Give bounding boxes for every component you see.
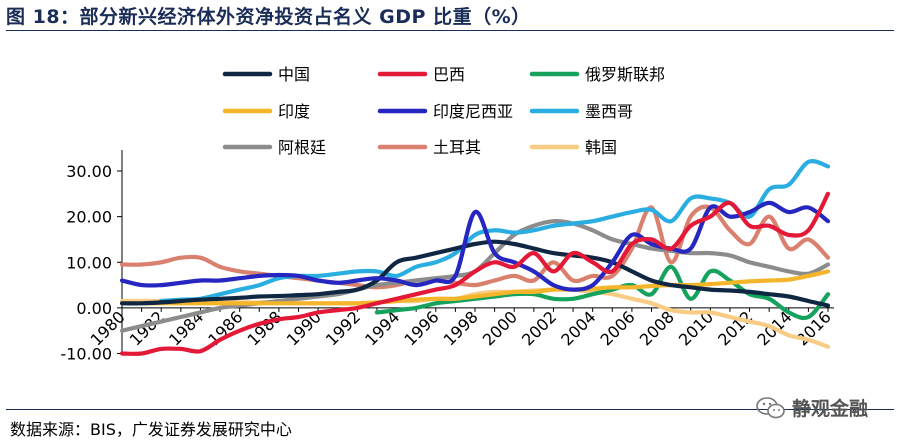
chart-title: 图 18：部分新兴经济体外资净投资占名义 GDP 比重（%） — [6, 6, 531, 28]
legend-label-0: 中国 — [278, 65, 310, 84]
x-tick-label: 2002 — [518, 307, 560, 349]
legend-label-6: 阿根廷 — [278, 138, 326, 157]
y-tick-label: 10.00 — [66, 253, 112, 272]
legend-label-5: 墨西哥 — [585, 102, 633, 121]
x-tick-label: 2006 — [596, 307, 638, 349]
series-line-1 — [119, 191, 831, 356]
legend-label-8: 韩国 — [585, 138, 617, 157]
source-note: 数据来源：BIS，广发证券发展研究中心 — [10, 420, 292, 439]
watermark: 静观金融 — [756, 394, 868, 421]
legend-label-2: 俄罗斯联邦 — [585, 65, 665, 84]
series-line-3 — [119, 269, 831, 306]
x-tick-label: 2004 — [557, 307, 599, 349]
x-tick-label: 1998 — [440, 307, 482, 349]
wechat-icon — [756, 396, 785, 418]
y-tick-label: 20.00 — [66, 208, 112, 227]
plot-area — [119, 159, 831, 356]
legend-label-7: 土耳其 — [433, 138, 481, 157]
x-tick-label: 1992 — [322, 307, 364, 349]
y-tick-label: 0.00 — [76, 299, 112, 318]
legend-label-3: 印度 — [278, 102, 310, 121]
x-tick-label: 1996 — [400, 307, 442, 349]
legend-label-1: 巴西 — [433, 65, 465, 84]
watermark-text: 静观金融 — [792, 398, 869, 420]
x-tick-label: 2000 — [479, 307, 521, 349]
series-line-0 — [119, 239, 831, 308]
legend-label-4: 印度尼西亚 — [433, 102, 513, 121]
source-rule — [6, 409, 894, 410]
series-line-5 — [159, 159, 831, 304]
x-tick-label: 2008 — [636, 307, 678, 349]
y-tick-label: 30.00 — [66, 162, 112, 181]
series-line-2 — [374, 264, 831, 321]
y-tick-label: -10.00 — [60, 345, 112, 364]
series-line-4 — [119, 200, 831, 292]
title-rule — [6, 30, 894, 31]
